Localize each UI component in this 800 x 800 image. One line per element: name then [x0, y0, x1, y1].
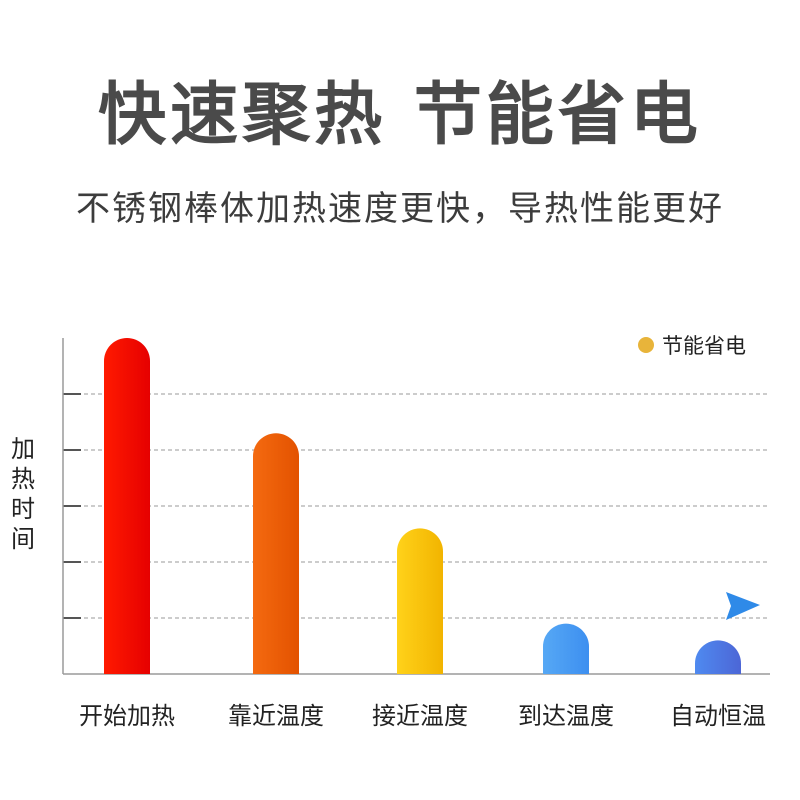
y-axis-label-char: 热 — [11, 465, 35, 493]
x-tick-label: 接近温度 — [372, 702, 468, 730]
arrowhead-icon — [726, 592, 760, 620]
x-tick-label: 开始加热 — [79, 702, 175, 730]
x-tick-label: 到达温度 — [518, 702, 614, 730]
bar-5 — [695, 640, 741, 674]
page-title: 快速聚热 节能省电 — [98, 76, 702, 155]
x-tick-label: 自动恒温 — [670, 702, 766, 730]
legend-dot-icon — [638, 337, 654, 353]
y-axis-label-char: 间 — [11, 525, 35, 553]
legend-label: 节能省电 — [662, 334, 746, 358]
legend: 节能省电 — [638, 330, 746, 360]
y-axis-label-char: 加 — [11, 435, 35, 463]
page-subtitle: 不锈钢棒体加热速度更快，导热性能更好 — [76, 189, 724, 229]
bar-1 — [104, 338, 150, 674]
x-tick-label: 靠近温度 — [228, 702, 324, 730]
bar-3 — [397, 528, 443, 674]
trend-curve — [201, 314, 739, 609]
y-axis-label-char: 时 — [11, 495, 35, 523]
bar-4 — [543, 623, 589, 674]
bar-2 — [253, 433, 299, 674]
y-axis-label: 加热时间 — [6, 434, 40, 554]
